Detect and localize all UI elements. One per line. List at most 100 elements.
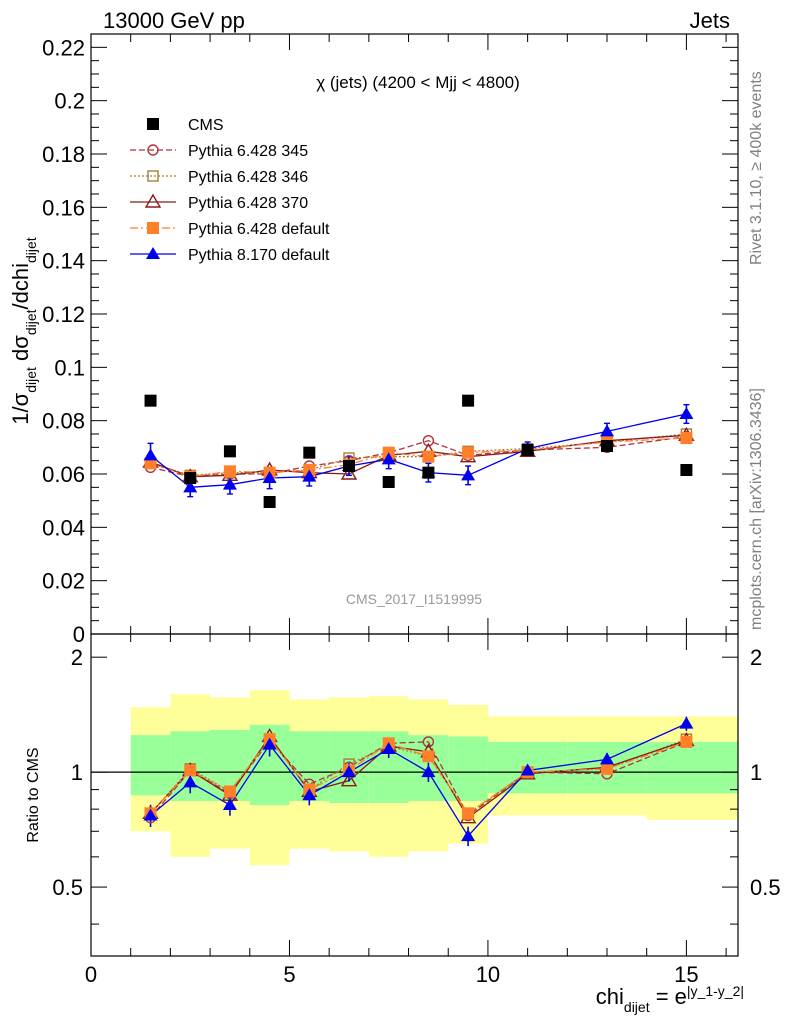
point-cms — [680, 464, 693, 476]
x-tick-label: 0 — [85, 962, 97, 987]
point-cms — [263, 496, 276, 508]
legend-label: Pythia 6.428 default — [188, 221, 330, 238]
point-p8 — [262, 471, 277, 483]
point-p8 — [302, 469, 317, 482]
legend-marker — [147, 222, 159, 234]
point-pdef — [223, 465, 236, 478]
ratio-point-pdef — [422, 750, 435, 763]
x-tick-label: 15 — [674, 962, 698, 987]
legend-label: Pythia 6.428 346 — [188, 169, 308, 186]
point-cms — [144, 394, 157, 407]
band-green — [130, 735, 171, 796]
ratio-series-layer — [142, 716, 695, 847]
legend-marker — [147, 118, 159, 130]
ratio-point-p8 — [302, 788, 317, 801]
y-tick-label: 0 — [73, 622, 85, 647]
point-pdef — [680, 432, 693, 444]
y-tick-label: 0.14 — [42, 249, 85, 274]
ratio-point-p8 — [143, 808, 158, 821]
ratio-line-p346 — [150, 738, 687, 815]
legend-label: CMS — [188, 117, 224, 134]
ratio-y-tick-label-right: 0.5 — [750, 875, 781, 900]
legend-marker — [146, 247, 160, 259]
x-tick-label: 10 — [476, 962, 500, 987]
point-cms — [422, 466, 435, 479]
ratio-point-p8 — [421, 765, 436, 778]
ratio-point-p8 — [381, 741, 396, 754]
ratio-point-p8 — [679, 716, 694, 729]
point-cms — [521, 444, 534, 456]
point-pdef — [422, 450, 435, 463]
point-p370 — [340, 465, 358, 480]
ratio-point-p8 — [183, 775, 198, 788]
ratio-point-p8 — [600, 752, 615, 765]
series-line-p8 — [150, 413, 687, 488]
ratio-y-tick-label-right: 2 — [750, 645, 762, 670]
legend-item-p370: Pythia 6.428 370 — [130, 193, 308, 212]
ratio-y-tick-label: 0.5 — [52, 875, 83, 900]
ratio-point-pdef — [184, 764, 197, 777]
legend-marker — [147, 170, 159, 182]
rivet-label: Rivet 3.1.10, ≥ 400k events — [748, 71, 765, 265]
ratio-line-p370 — [150, 735, 687, 819]
ratio-line-p8 — [150, 723, 687, 838]
mcplots-label: mcplots.cern.ch [arXiv:1306.3436] — [748, 388, 765, 630]
point-pdef — [462, 446, 475, 459]
ratio-point-p8 — [262, 737, 277, 750]
y-tick-label: 0.18 — [42, 142, 85, 167]
point-cms — [382, 476, 395, 488]
y-tick-label: 0.12 — [42, 302, 85, 327]
legend-label: Pythia 8.170 default — [188, 247, 330, 264]
legend-marker — [147, 144, 159, 156]
series-line-pdef — [150, 437, 687, 478]
analysis-watermark: CMS_2017_I1519995 — [346, 591, 482, 607]
ratio-uncertainty-bands — [91, 690, 738, 866]
ratio-point-pdef — [462, 807, 475, 820]
legend-item-p8: Pythia 8.170 default — [130, 247, 330, 264]
point-cms — [303, 446, 316, 459]
point-p8 — [222, 477, 237, 490]
legend-item-p345: Pythia 6.428 345 — [130, 143, 308, 160]
ratio-y-tick-label: 2 — [71, 645, 83, 670]
y-tick-label: 0.08 — [42, 409, 85, 434]
band-green — [448, 736, 488, 802]
y-tick-label: 0.02 — [42, 569, 85, 594]
point-p8 — [461, 468, 476, 481]
header-right: Jets — [690, 8, 730, 33]
point-cms — [343, 460, 356, 472]
legend-item-cms: CMS — [147, 117, 224, 134]
ratio-point-p8 — [520, 763, 535, 776]
ratio-point-p8 — [342, 765, 357, 778]
chart-title: χ (jets) (4200 < Mjj < 4800) — [316, 73, 520, 92]
point-cms — [601, 440, 614, 452]
y-tick-label: 0.22 — [42, 35, 85, 60]
point-p8 — [381, 452, 396, 465]
ratio-point-pdef — [601, 762, 614, 775]
y-tick-label: 0.16 — [42, 195, 85, 220]
ratio-axes: 0.5 0.5 1 1 2 2 0 5 10 15 — [52, 633, 781, 987]
ratio-y-axis-label: Ratio to CMS — [25, 747, 42, 842]
header-left: 13000 GeV pp — [103, 8, 245, 33]
ratio-point-pdef — [223, 785, 236, 798]
main-series-layer — [142, 394, 695, 508]
point-cms — [184, 472, 197, 484]
point-cms — [462, 394, 475, 407]
ratio-y-tick-label: 1 — [71, 760, 83, 785]
y-tick-label: 0.04 — [42, 515, 85, 540]
legend-label: Pythia 6.428 345 — [188, 143, 308, 160]
legend: CMS Pythia 6.428 345 Pythia 6.428 346 Pythi… — [130, 117, 330, 264]
legend-item-p346: Pythia 6.428 346 — [130, 169, 308, 186]
ratio-point-pdef — [680, 735, 693, 748]
x-axis-label: chidijet = e|y_1-y_2| — [596, 983, 744, 1015]
main-axes: 0 0.02 0.04 0.06 0.08 0.1 0.12 0.14 0.16 0.18 0.2 0… — [42, 33, 739, 647]
legend-item-pdef: Pythia 6.428 default — [130, 221, 330, 238]
ratio-y-tick-label-right: 1 — [750, 760, 762, 785]
point-p8 — [600, 424, 615, 437]
y-tick-label: 0.06 — [42, 462, 85, 487]
point-p8 — [183, 480, 198, 493]
y-tick-label: 0.2 — [54, 89, 85, 114]
ratio-point-p8 — [222, 798, 237, 811]
legend-label: Pythia 6.428 370 — [188, 195, 308, 212]
point-cms — [223, 445, 236, 458]
